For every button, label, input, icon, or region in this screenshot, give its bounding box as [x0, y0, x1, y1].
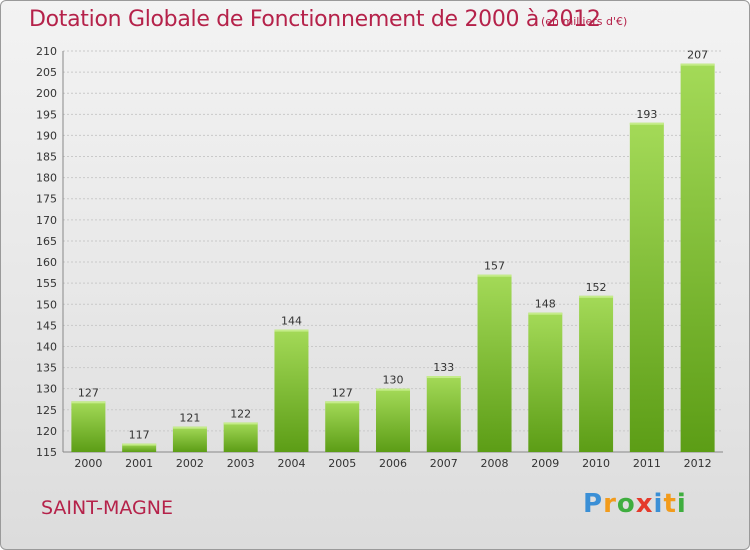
bar: [172, 426, 207, 452]
proxiti-logo[interactable]: Proxiti: [583, 489, 687, 519]
labels: 115 120 125 130 135 140 145 150 155 160 165 170 175 1…: [36, 45, 712, 470]
y-tick-label: 165: [36, 235, 57, 248]
x-tick-label: 2000: [74, 457, 102, 470]
y-tick-label: 125: [36, 404, 57, 417]
bar-highlight: [223, 422, 258, 425]
bar-highlight: [680, 63, 715, 66]
y-tick-label: 150: [36, 298, 57, 311]
bar: [122, 443, 157, 452]
bar-highlight: [274, 329, 309, 332]
bars: [71, 63, 715, 453]
bar-value-label: 133: [433, 361, 454, 374]
bar: [71, 401, 106, 452]
x-tick-label: 2008: [481, 457, 509, 470]
bar: [325, 401, 360, 452]
x-tick-label: 2009: [531, 457, 559, 470]
y-tick-label: 130: [36, 383, 57, 396]
x-tick-label: 2005: [328, 457, 356, 470]
bar-value-label: 157: [484, 260, 505, 273]
bar-highlight: [71, 401, 106, 404]
y-tick-label: 180: [36, 172, 57, 185]
bar-highlight: [325, 401, 360, 404]
x-tick-label: 2002: [176, 457, 204, 470]
y-tick-label: 140: [36, 340, 57, 353]
bar-highlight: [477, 274, 512, 277]
bar-value-label: 152: [586, 281, 607, 294]
bar-highlight: [629, 122, 664, 125]
bar-value-label: 193: [636, 108, 657, 121]
y-tick-label: 155: [36, 277, 57, 290]
y-tick-label: 195: [36, 108, 57, 121]
bar-highlight: [579, 295, 614, 298]
bar-highlight: [172, 426, 207, 429]
bar-value-label: 148: [535, 298, 556, 311]
bar-value-label: 207: [687, 49, 708, 62]
x-tick-label: 2010: [582, 457, 610, 470]
bar-value-label: 121: [179, 412, 200, 425]
bar: [223, 422, 258, 452]
bar-value-label: 130: [383, 374, 404, 387]
x-tick-label: 2001: [125, 457, 153, 470]
y-tick-label: 200: [36, 87, 57, 100]
x-tick-label: 2006: [379, 457, 407, 470]
chart-title: Dotation Globale de Fonctionnement de 20…: [29, 7, 601, 32]
y-tick-label: 185: [36, 151, 57, 164]
x-tick-label: 2007: [430, 457, 458, 470]
bar: [274, 329, 309, 452]
bar: [426, 376, 461, 452]
y-tick-label: 170: [36, 214, 57, 227]
bar-highlight: [376, 388, 410, 391]
bar-highlight: [122, 443, 157, 446]
bar: [629, 122, 664, 452]
y-tick-label: 190: [36, 129, 57, 142]
bar: [477, 274, 512, 452]
bar-value-label: 127: [78, 386, 99, 399]
bar: [579, 295, 614, 452]
y-tick-label: 210: [36, 45, 57, 58]
x-tick-label: 2011: [633, 457, 661, 470]
commune-name: SAINT-MAGNE: [41, 497, 173, 519]
y-tick-label: 145: [36, 319, 57, 332]
x-tick-label: 2012: [684, 457, 712, 470]
chart-units: (en milliers d'€): [541, 15, 628, 28]
bar: [680, 63, 715, 453]
bar-value-label: 122: [230, 407, 251, 420]
y-tick-label: 160: [36, 256, 57, 269]
x-tick-label: 2003: [227, 457, 255, 470]
bar-value-label: 127: [332, 386, 353, 399]
y-tick-label: 175: [36, 193, 57, 206]
y-tick-label: 135: [36, 362, 57, 375]
y-tick-label: 205: [36, 66, 57, 79]
y-tick-label: 115: [36, 446, 57, 459]
x-tick-label: 2004: [277, 457, 305, 470]
bar: [376, 388, 410, 452]
bar: [528, 312, 563, 452]
bar-value-label: 117: [129, 429, 150, 442]
bar-highlight: [426, 376, 461, 379]
y-tick-label: 120: [36, 425, 57, 438]
bar-highlight: [528, 312, 563, 315]
bar-value-label: 144: [281, 315, 302, 328]
